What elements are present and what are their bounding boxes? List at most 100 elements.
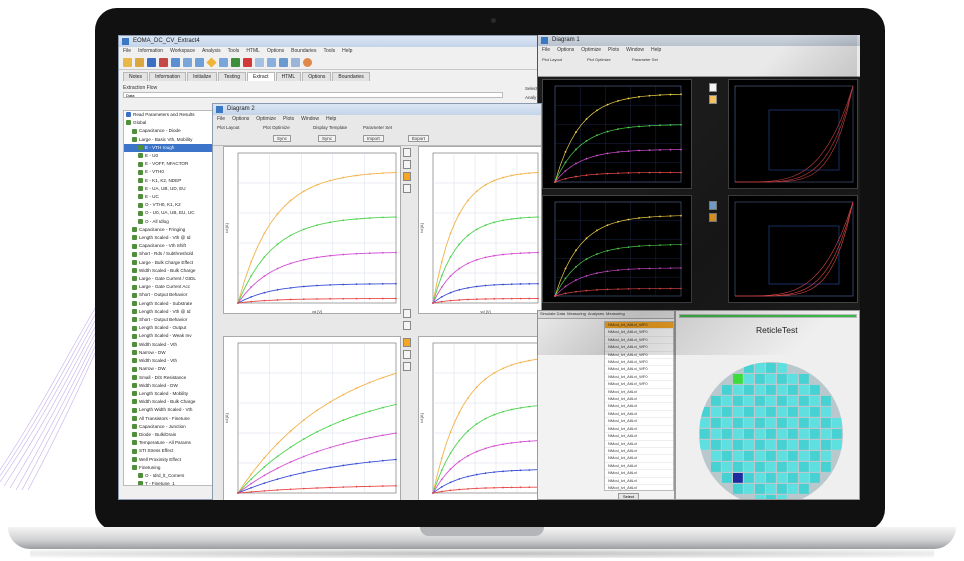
main-menu-item-4[interactable]: Tools xyxy=(227,48,240,54)
tree-item[interactable]: Width Scaled - Bulk Charge xyxy=(124,267,212,275)
main-menu-item-0[interactable]: File xyxy=(123,48,132,54)
list-item[interactable]: NMod_lvt_AltLvl xyxy=(605,455,673,463)
list-tab[interactable]: Analyses xyxy=(587,311,605,316)
list-item[interactable]: NMod_lvt_AltLvl_WF0 xyxy=(605,344,673,352)
list-item[interactable]: NMod_lvt_AltLvl xyxy=(605,478,673,485)
plot-side-button-9[interactable] xyxy=(403,362,411,371)
tree-item[interactable]: E - K1, K2, NDEP xyxy=(124,177,212,185)
data-field[interactable]: Data xyxy=(123,92,503,98)
dark-menu-item-5[interactable]: Help xyxy=(650,47,662,53)
tree-item[interactable]: O - U0, UA, UB, EU, UC xyxy=(124,209,212,217)
tree-item[interactable]: Large - Gate Current / GIDL xyxy=(124,275,212,283)
tree-item[interactable]: Large - Basic Vth, Mobility xyxy=(124,136,212,144)
tree-item[interactable]: Width Scaled - Vth xyxy=(124,357,212,365)
tree-item[interactable]: Temperature - All Params xyxy=(124,439,212,447)
tab-information[interactable]: Information xyxy=(149,72,187,81)
plot-menu-item-2[interactable]: Optimize xyxy=(256,116,277,122)
open-icon[interactable] xyxy=(123,58,132,67)
plot-side-button-1[interactable] xyxy=(403,148,411,157)
list-item[interactable]: NMod_lvt_AltLvl xyxy=(605,463,673,471)
list-tab[interactable]: Measuring xyxy=(567,311,586,316)
plot-toolbar-button[interactable]: Export xyxy=(408,135,430,142)
list-item[interactable]: NMod_lvt_AltLvl_WF0 xyxy=(605,374,673,382)
main-menu-item-6[interactable]: Options xyxy=(266,48,285,54)
tree-item[interactable]: Short - Output Behavior xyxy=(124,316,212,324)
plot-menu-item-4[interactable]: Window xyxy=(301,116,319,122)
list-item[interactable]: NMod_lvt_AltLvl xyxy=(605,411,673,419)
dark-menu-item-3[interactable]: Plots xyxy=(608,47,620,53)
list-item[interactable]: NMod_lvt_AltLvl_WF0 xyxy=(605,359,673,367)
dark-menu-item-2[interactable]: Optimize xyxy=(581,47,602,53)
tree-item[interactable]: E - VTH0 xyxy=(124,168,212,176)
list-item[interactable]: NMod_lvt_AltLvl_WF0 xyxy=(605,322,673,330)
wafer-map[interactable] xyxy=(676,311,860,500)
dark-menu-item-0[interactable]: File xyxy=(542,47,551,53)
tree-item[interactable]: Length Scaled - Weak Inv xyxy=(124,332,212,340)
list-item[interactable]: NMod_lvt_AltLvl xyxy=(605,441,673,448)
tab-notes[interactable]: Notes xyxy=(123,72,149,81)
tree-item[interactable]: E - VTH rough xyxy=(124,143,212,153)
tree-item[interactable]: Capacitance - Vth Shift xyxy=(124,242,212,250)
plot-toolbar-button[interactable]: Import xyxy=(363,135,384,142)
list-item[interactable]: NMod_lvt_AltLvl xyxy=(605,433,673,441)
tree-item[interactable]: Width Scaled - Bulk Charge xyxy=(124,398,212,406)
tree-item[interactable]: Length Scaled - Vth @ Id xyxy=(124,234,212,242)
step-icon[interactable] xyxy=(219,58,228,67)
tree-item[interactable]: All Transistors - Finetune xyxy=(124,415,212,423)
list-item[interactable]: NMod_lvt_AltLvl xyxy=(605,426,673,434)
plot-cell-3[interactable]: vd [V] id [A] xyxy=(223,336,401,500)
list-item[interactable]: NMod_lvt_AltLvl xyxy=(605,470,673,478)
list-item[interactable]: NMod_lvt_AltLvl xyxy=(605,418,673,426)
dark-side-button-3[interactable] xyxy=(709,201,717,210)
tree-item[interactable]: Small - D/S Resistance xyxy=(124,374,212,382)
tree-item[interactable]: E - UA, UB, UD, EU xyxy=(124,185,212,193)
stop-icon[interactable] xyxy=(243,58,252,67)
plot-side-button-8[interactable] xyxy=(403,350,411,359)
list-item[interactable]: NMod_lvt_AltLvl xyxy=(605,448,673,456)
tab-testing[interactable]: Testing xyxy=(218,72,246,81)
main-menu-item-3[interactable]: Analysis xyxy=(202,48,221,54)
dark-menu-item-4[interactable]: Window xyxy=(626,47,644,53)
tree-item[interactable]: Length Scaled - Output xyxy=(124,324,212,332)
list-item[interactable]: NMod_lvt_AltLvl_WF0 xyxy=(605,329,673,337)
tree-item[interactable]: Large - Gate Current Acc xyxy=(124,283,212,291)
main-menu-item-1[interactable]: Information xyxy=(138,48,164,54)
tree-item[interactable]: Width Scaled - Vth xyxy=(124,341,212,349)
tree-item[interactable]: Global xyxy=(124,119,212,127)
tree-item[interactable]: Width Scaled - DW xyxy=(124,382,212,390)
list-item[interactable]: NMod_lvt_AltLvl xyxy=(605,389,673,397)
save-icon[interactable] xyxy=(147,58,156,67)
tree-item[interactable]: O - All Idlog xyxy=(124,218,212,226)
tree-item[interactable]: Capacitance - Fringing xyxy=(124,226,212,234)
tab-boundaries[interactable]: Boundaries xyxy=(332,72,370,81)
tree-item[interactable]: Narrow - DW xyxy=(124,349,212,357)
plot-menu-item-1[interactable]: Options xyxy=(232,116,250,122)
plot-menu-item-3[interactable]: Plots xyxy=(283,116,295,122)
main-menu-item-2[interactable]: Workspace xyxy=(170,48,195,54)
tree-item[interactable]: Finetuning xyxy=(124,464,212,472)
list-item[interactable]: NMod_lvt_AltLvl_WF0 xyxy=(605,366,673,374)
list-tab[interactable]: Simulate Data xyxy=(540,311,566,316)
plot-side-button-4[interactable] xyxy=(403,184,411,193)
tree-item[interactable]: STI Stress Effect xyxy=(124,447,212,455)
dark-side-button-1[interactable] xyxy=(709,83,717,92)
tree-item[interactable]: Diode - Bulk/Drain xyxy=(124,431,212,439)
tree-item[interactable]: Capacitance - Junction xyxy=(124,423,212,431)
dark-plot-1[interactable] xyxy=(542,79,692,189)
table-icon[interactable] xyxy=(171,58,180,67)
tree-item[interactable]: Capacitance - Diode xyxy=(124,127,212,135)
tree-item[interactable]: Narrow - DW xyxy=(124,365,212,373)
list-select-button[interactable]: Select xyxy=(618,493,640,499)
tree-item[interactable]: Length Width Scaled - Vth xyxy=(124,406,212,414)
plot-toolbar-button[interactable]: Sync xyxy=(273,135,292,142)
tree-item[interactable]: Large - Bulk Charge Effect xyxy=(124,259,212,267)
plot-side-button-5[interactable] xyxy=(403,309,411,318)
dark-plot-4[interactable] xyxy=(728,195,858,303)
plot-cell-1[interactable]: vd [V] id [A] xyxy=(223,146,401,314)
help-icon[interactable] xyxy=(303,58,312,67)
chart-icon[interactable] xyxy=(183,58,192,67)
tree-item[interactable]: Length Scaled - Vth @ Id xyxy=(124,308,212,316)
plot-side-button-6[interactable] xyxy=(403,321,411,330)
tree-item[interactable]: Short - Rds / Subthreshold xyxy=(124,250,212,258)
plot-menu-item-5[interactable]: Help xyxy=(325,116,337,122)
